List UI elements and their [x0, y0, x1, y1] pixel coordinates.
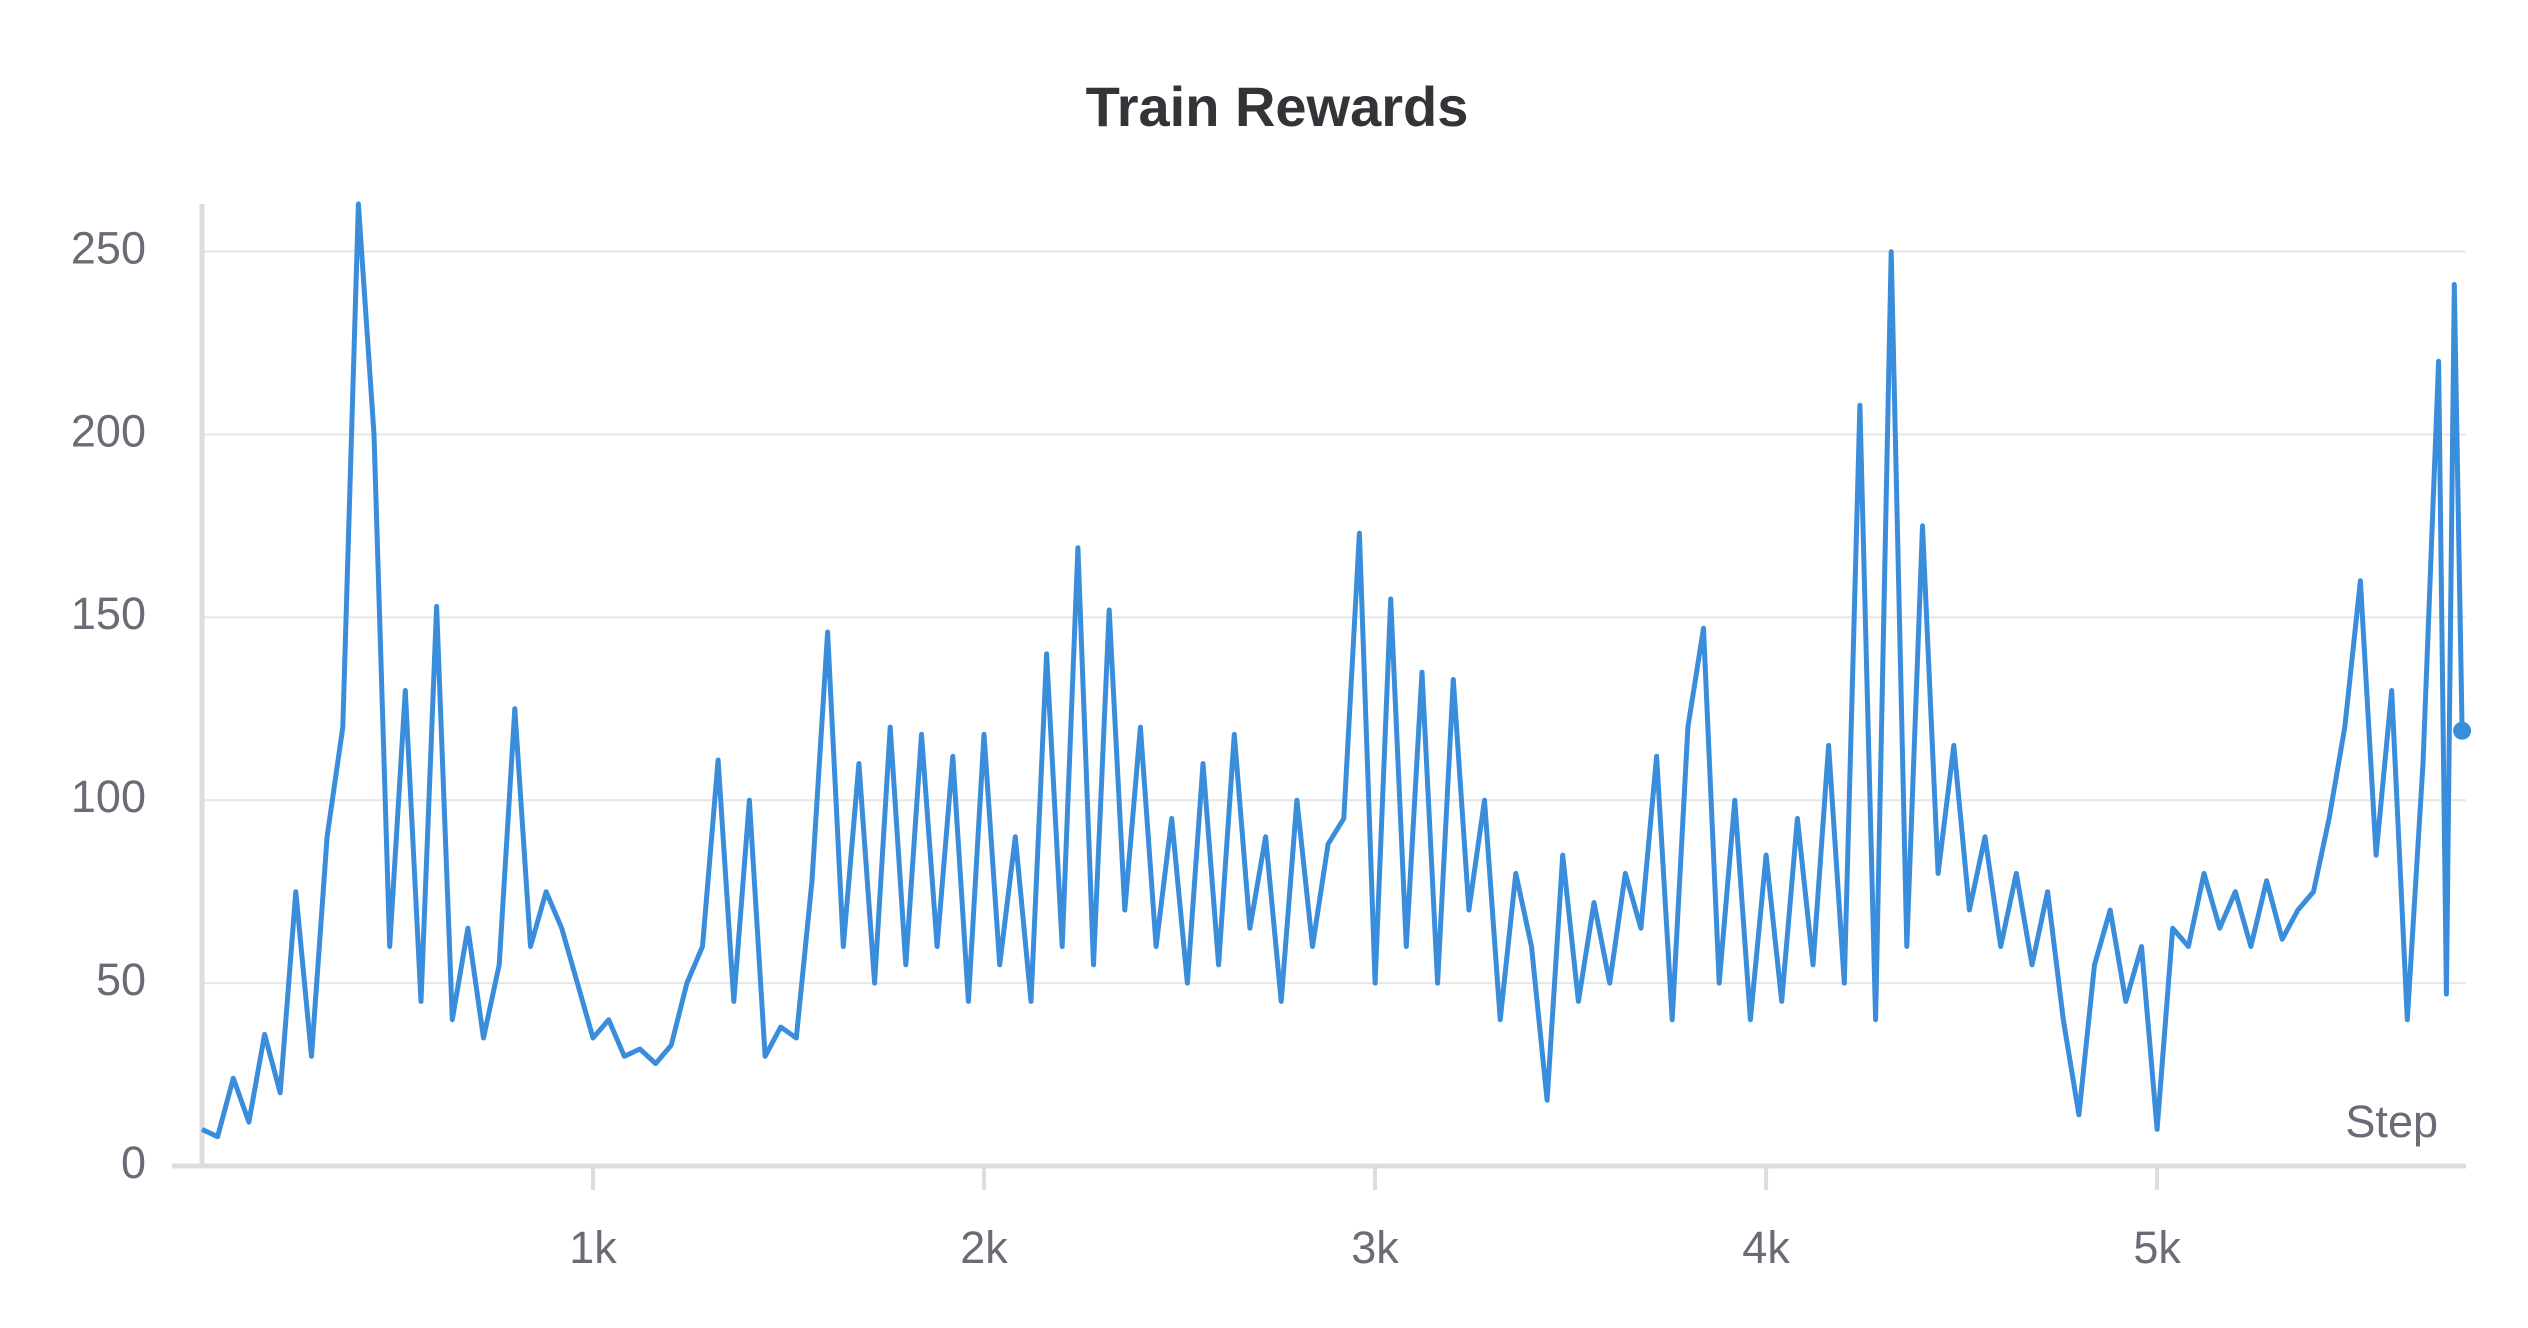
- x-axis-label: Step: [2345, 1096, 2438, 1147]
- y-tick-label: 100: [71, 771, 146, 822]
- x-tick-label: 4k: [1742, 1222, 1790, 1273]
- line-series: [200, 201, 2465, 1140]
- y-tick-label: 150: [71, 588, 146, 639]
- chart-title: Train Rewards: [1086, 75, 1469, 138]
- x-tick-label: 1k: [569, 1222, 617, 1273]
- end-point: [2453, 721, 2472, 740]
- x-tick-label: 5k: [2133, 1222, 2181, 1273]
- y-tick-label: 50: [96, 954, 146, 1005]
- x-tick-label: 2k: [960, 1222, 1008, 1273]
- y-tick-label: 0: [121, 1137, 146, 1188]
- y-tick-label: 200: [71, 405, 146, 456]
- x-tick-label: 3k: [1351, 1222, 1399, 1273]
- y-tick-label: 250: [71, 222, 146, 273]
